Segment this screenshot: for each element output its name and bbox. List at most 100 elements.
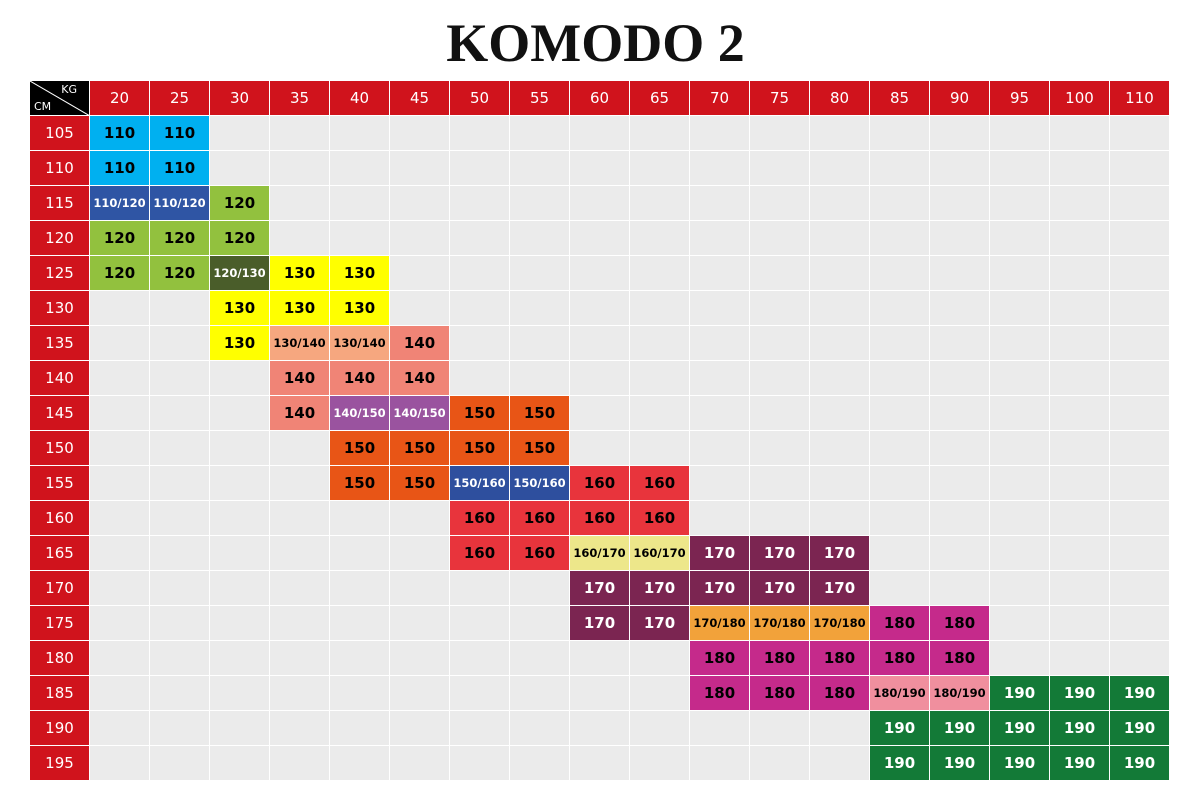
empty-cell [570, 396, 630, 431]
size-cell: 180 [690, 641, 750, 676]
empty-cell [630, 291, 690, 326]
empty-cell [570, 221, 630, 256]
size-cell: 120 [150, 256, 210, 291]
empty-cell [330, 151, 390, 186]
height-header: 185 [30, 676, 90, 711]
empty-cell [90, 536, 150, 571]
size-cell: 190 [1050, 746, 1110, 781]
empty-cell [690, 291, 750, 326]
empty-cell [150, 431, 210, 466]
empty-cell [810, 431, 870, 466]
empty-cell [1050, 291, 1110, 326]
size-cell: 190 [930, 711, 990, 746]
empty-cell [210, 641, 270, 676]
empty-cell [270, 186, 330, 221]
height-header: 160 [30, 501, 90, 536]
empty-cell [270, 641, 330, 676]
size-cell: 160 [450, 501, 510, 536]
empty-cell [1110, 291, 1170, 326]
size-cell: 160 [630, 501, 690, 536]
empty-cell [690, 396, 750, 431]
height-header: 125 [30, 256, 90, 291]
empty-cell [450, 606, 510, 641]
size-cell: 190 [930, 746, 990, 781]
height-header: 165 [30, 536, 90, 571]
empty-cell [570, 326, 630, 361]
empty-cell [690, 221, 750, 256]
empty-cell [870, 326, 930, 361]
size-cell: 180 [750, 676, 810, 711]
empty-cell [810, 151, 870, 186]
empty-cell [810, 501, 870, 536]
empty-cell [1110, 186, 1170, 221]
empty-cell [690, 746, 750, 781]
empty-cell [570, 746, 630, 781]
empty-cell [930, 326, 990, 361]
empty-cell [1050, 116, 1110, 151]
empty-cell [990, 571, 1050, 606]
empty-cell [210, 676, 270, 711]
empty-cell [150, 466, 210, 501]
size-cell: 120/130 [210, 256, 270, 291]
empty-cell [210, 361, 270, 396]
size-cell: 140 [390, 361, 450, 396]
empty-cell [390, 676, 450, 711]
height-header: 105 [30, 116, 90, 151]
empty-cell [750, 326, 810, 361]
empty-cell [510, 606, 570, 641]
size-cell: 160 [450, 536, 510, 571]
size-cell: 130 [270, 256, 330, 291]
empty-cell [750, 431, 810, 466]
empty-cell [510, 641, 570, 676]
height-header: 180 [30, 641, 90, 676]
size-cell: 180/190 [870, 676, 930, 711]
size-table: KG CM 20 25 30 35 40 45 50 55 60 65 70 75 80 85 90 95 10… [30, 81, 1170, 781]
height-header: 175 [30, 606, 90, 641]
empty-cell [1050, 186, 1110, 221]
size-cell: 150/160 [450, 466, 510, 501]
size-cell: 190 [1110, 676, 1170, 711]
size-cell: 150 [330, 431, 390, 466]
size-cell: 120 [150, 221, 210, 256]
empty-cell [270, 676, 330, 711]
empty-cell [510, 186, 570, 221]
size-cell: 180 [930, 641, 990, 676]
empty-cell [630, 746, 690, 781]
empty-cell [630, 711, 690, 746]
empty-cell [390, 571, 450, 606]
empty-cell [510, 746, 570, 781]
empty-cell [450, 676, 510, 711]
empty-cell [810, 326, 870, 361]
size-cell: 130 [270, 291, 330, 326]
empty-cell [150, 501, 210, 536]
empty-cell [750, 116, 810, 151]
empty-cell [990, 256, 1050, 291]
empty-cell [990, 151, 1050, 186]
empty-cell [330, 501, 390, 536]
empty-cell [150, 291, 210, 326]
empty-cell [330, 536, 390, 571]
size-cell: 190 [990, 676, 1050, 711]
size-cell: 110/120 [150, 186, 210, 221]
size-cell: 190 [1050, 711, 1110, 746]
weight-header: 60 [570, 81, 630, 116]
size-cell: 180 [810, 641, 870, 676]
empty-cell [450, 711, 510, 746]
size-cell: 150/160 [510, 466, 570, 501]
empty-cell [990, 361, 1050, 396]
size-cell: 150 [390, 431, 450, 466]
empty-cell [810, 186, 870, 221]
height-header: 155 [30, 466, 90, 501]
kg-label: KG [61, 83, 77, 96]
empty-cell [1050, 501, 1110, 536]
empty-cell [870, 571, 930, 606]
size-cell: 170/180 [750, 606, 810, 641]
empty-cell [870, 116, 930, 151]
empty-cell [930, 361, 990, 396]
size-cell: 130/140 [270, 326, 330, 361]
empty-cell [690, 186, 750, 221]
size-cell: 150 [450, 431, 510, 466]
empty-cell [450, 641, 510, 676]
weight-header: 80 [810, 81, 870, 116]
empty-cell [690, 116, 750, 151]
